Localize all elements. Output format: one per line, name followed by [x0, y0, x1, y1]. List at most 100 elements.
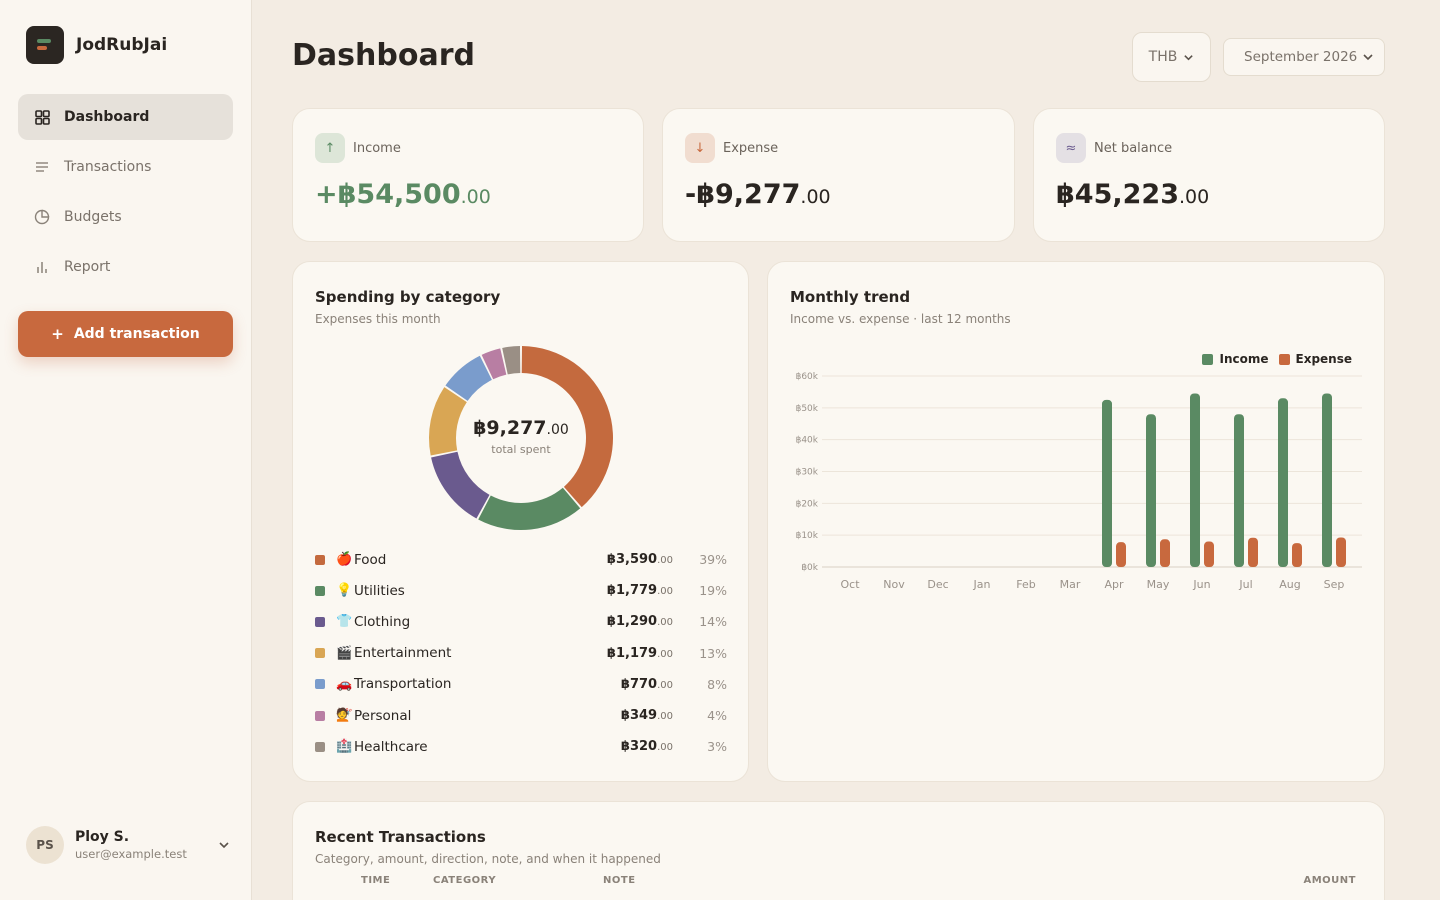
category-name: Utilities [354, 582, 405, 599]
donut-slice-utilities[interactable] [478, 487, 581, 530]
sidebar-item-transactions[interactable]: Transactions [18, 144, 233, 190]
category-row[interactable]: 🎬 Entertainment ฿1,179.00 13% [315, 638, 727, 669]
expense-bar[interactable] [1204, 541, 1214, 567]
category-row[interactable]: 🏥 Healthcare ฿320.00 3% [315, 731, 727, 762]
donut-slice-healthcare[interactable] [502, 346, 521, 375]
column-time[interactable]: TIME [361, 875, 391, 886]
user-info: Ploy S. user@example.test [75, 829, 217, 861]
sidebar-item-budgets[interactable]: Budgets [18, 194, 233, 240]
approx-icon: ≈ [1056, 133, 1086, 163]
sidebar-item-dashboard[interactable]: Dashboard [18, 94, 233, 140]
app-name: JodRubJai [76, 35, 168, 55]
y-tick-label: ฿60k [796, 372, 819, 382]
column-category[interactable]: CATEGORY [433, 875, 497, 886]
category-amount: ฿3,590.00 [606, 552, 673, 568]
chevron-down-icon[interactable] [217, 838, 231, 852]
income-value: +฿54,500.00 [315, 179, 491, 210]
sidebar-item-label: Dashboard [64, 109, 150, 125]
income-bar[interactable] [1322, 393, 1332, 567]
arrow-down-icon: ↓ [685, 133, 715, 163]
category-row[interactable]: 🍎 Food ฿3,590.00 39% [315, 544, 727, 575]
page-title: Dashboard [292, 38, 475, 73]
trend-subtitle: Income vs. expense · last 12 months [790, 312, 1011, 326]
category-amount: ฿1,779.00 [606, 583, 673, 599]
transactions-card: Recent Transactions Category, amount, di… [292, 801, 1385, 900]
income-bar[interactable] [1190, 393, 1200, 567]
spending-title: Spending by category [315, 288, 501, 306]
transactions-subtitle: Category, amount, direction, note, and w… [315, 852, 661, 866]
expense-bar[interactable] [1292, 543, 1302, 567]
pie-icon [34, 209, 50, 225]
category-row[interactable]: 💇 Personal ฿349.00 4% [315, 700, 727, 731]
y-tick-label: ฿30k [796, 468, 819, 478]
sidebar-item-report[interactable]: Report [18, 244, 233, 290]
category-amount: ฿1,179.00 [606, 645, 673, 661]
category-name: Entertainment [354, 645, 452, 662]
category-swatch [315, 679, 325, 690]
x-tick-label: Jan [973, 578, 991, 591]
legend-expense: Expense [1278, 352, 1352, 366]
donut-slice-clothing[interactable] [431, 451, 490, 519]
x-tick-label: Nov [883, 578, 905, 591]
donut-slice-personal[interactable] [481, 348, 507, 380]
category-percent: 13% [699, 645, 727, 661]
income-bar[interactable] [1278, 398, 1288, 567]
x-tick-label: Mar [1060, 578, 1081, 591]
category-percent: 14% [699, 614, 727, 630]
expense-bar[interactable] [1336, 537, 1346, 567]
income-bar[interactable] [1102, 399, 1112, 567]
category-icon: 💇 [336, 708, 353, 724]
category-swatch [315, 585, 325, 596]
sidebar-nav: Dashboard Transactions Budgets Report [18, 94, 233, 294]
x-tick-label: May [1147, 578, 1170, 591]
category-icon: 🍎 [336, 552, 353, 568]
transactions-title: Recent Transactions [315, 828, 486, 846]
income-bar[interactable] [1146, 414, 1156, 567]
category-row[interactable]: 💡 Utilities ฿1,779.00 19% [315, 575, 727, 606]
monthly-trend-chart: ฿60k ฿50k ฿40k ฿30k ฿20k ฿10k ฿0k Oct Nov Dec Jan F… [796, 372, 1362, 591]
month-select[interactable]: September 2026 [1223, 38, 1385, 76]
month-value: September 2026 [1244, 49, 1358, 65]
category-swatch [315, 648, 325, 659]
category-icon: 💡 [336, 583, 353, 599]
plus-icon: + [51, 325, 64, 343]
category-row[interactable]: 👕 Clothing ฿1,290.00 14% [315, 606, 727, 637]
x-tick-label: Sep [1324, 578, 1345, 591]
trend-legend: Income Expense [1192, 352, 1352, 366]
net-balance-label: Net balance [1094, 140, 1173, 156]
category-percent: 19% [699, 583, 727, 599]
spending-card: Spending by category Expenses this month… [292, 261, 749, 782]
expense-bar[interactable] [1160, 539, 1170, 567]
x-tick-label: Feb [1016, 578, 1035, 591]
donut-slice-food[interactable] [521, 346, 613, 508]
expense-bar[interactable] [1116, 542, 1126, 567]
x-tick-label: Apr [1104, 578, 1124, 591]
expense-bar[interactable] [1248, 537, 1258, 567]
category-amount: ฿320.00 [620, 739, 673, 755]
donut-total: ฿9,277.00 [473, 417, 569, 439]
currency-select[interactable]: THB [1132, 32, 1211, 82]
bar-chart-icon [34, 259, 50, 275]
add-transaction-button[interactable]: + Add transaction [18, 311, 233, 357]
column-amount[interactable]: AMOUNT [1303, 875, 1356, 886]
sidebar-item-label: Report [64, 259, 111, 275]
category-amount: ฿770.00 [620, 676, 673, 692]
expense-label: Expense [723, 140, 779, 156]
category-legend: 🍎 Food ฿3,590.00 39% 💡 Utilities ฿1,779.00 19% 👕… [315, 544, 727, 762]
expense-swatch [1278, 353, 1290, 365]
donut-slice-transportation[interactable] [445, 355, 492, 401]
x-tick-label: Jun [1192, 578, 1210, 591]
category-row[interactable]: 🚗 Transportation ฿770.00 8% [315, 669, 727, 700]
brand[interactable]: JodRubJai [26, 26, 167, 64]
user-menu[interactable]: PS Ploy S. user@example.test [26, 826, 231, 864]
donut-slice-entertainment[interactable] [429, 387, 467, 456]
category-percent: 4% [707, 708, 727, 724]
x-tick-label: Oct [840, 578, 860, 591]
sidebar-item-label: Transactions [64, 159, 152, 175]
category-swatch [315, 616, 325, 627]
column-note[interactable]: NOTE [603, 875, 636, 886]
expense-card: ↓ Expense -฿9,277.00 [662, 108, 1015, 242]
spending-donut-chart [429, 346, 613, 530]
income-bar[interactable] [1234, 414, 1244, 567]
avatar: PS [26, 826, 64, 864]
